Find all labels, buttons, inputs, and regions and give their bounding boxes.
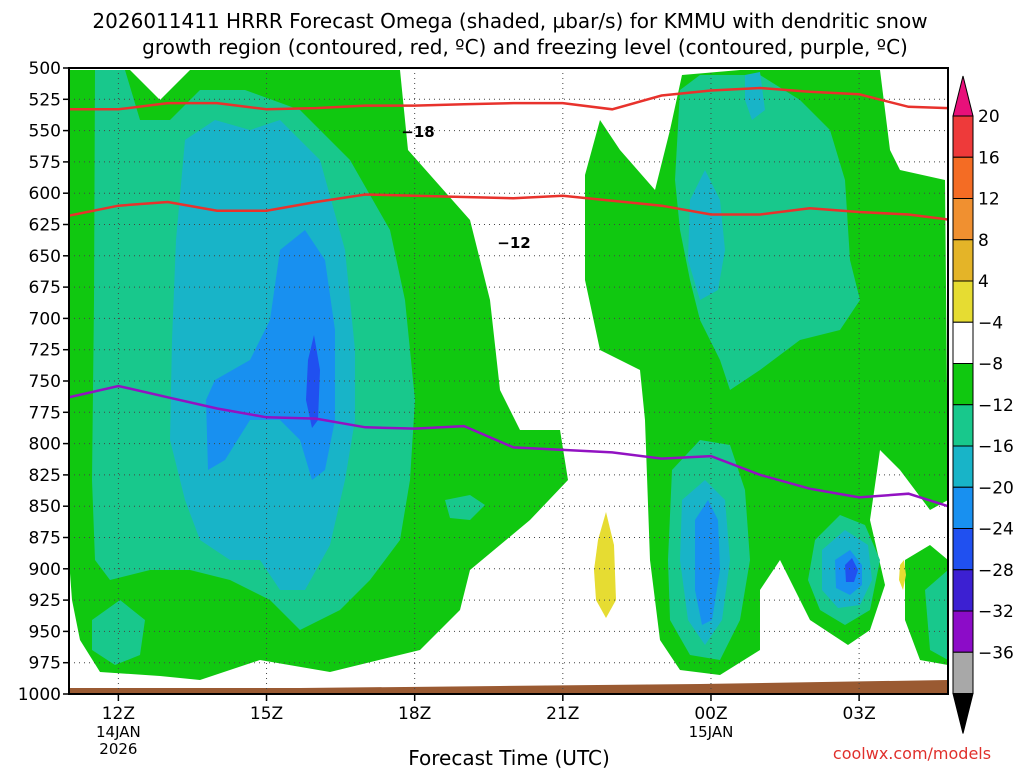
y-tick-label: 550 [29, 122, 61, 142]
y-tick-label: 650 [29, 247, 61, 267]
colorbar-bin [952, 321, 974, 364]
x-tick-label: 00Z [694, 704, 727, 724]
colorbar-bin [952, 239, 974, 282]
colorbar-bin [952, 528, 974, 571]
y-tick-label: 900 [29, 560, 61, 580]
x-axis-label: Forecast Time (UTC) [408, 746, 610, 768]
contour-line-2 [69, 384, 948, 508]
colorbar-bottom-arrow [952, 693, 974, 734]
y-tick-label: 925 [29, 591, 61, 611]
y-tick-label: 600 [29, 184, 61, 204]
omega-region-strong-2 [688, 170, 725, 300]
colorbar-label: 16 [978, 148, 1000, 168]
x-tick-label: 12Z [102, 704, 135, 724]
colorbar-label: −24 [978, 520, 1014, 540]
colorbar-label: −8 [978, 355, 1003, 375]
y-tick-label: 875 [29, 529, 61, 549]
x-tick-label: 18Z [398, 704, 431, 724]
contour-lines [69, 86, 948, 508]
omega-region-extreme-2 [845, 558, 858, 582]
colorbar-bin [952, 363, 974, 406]
x-tick-label: 15Z [250, 704, 283, 724]
y-tick-label: 750 [29, 372, 61, 392]
contour-line-1 [69, 193, 948, 221]
colorbar-label: −32 [978, 602, 1014, 622]
colorbar-bin [952, 198, 974, 241]
y-tick-label: 525 [29, 90, 61, 110]
y-axis: 500 525 550 575 600 625 650 675 700 725 750 775 800 8… [18, 59, 69, 705]
colorbar-label: 12 [978, 190, 1000, 210]
contour-labels: −18 −12 [401, 123, 530, 252]
colorbar-label: −20 [978, 478, 1014, 498]
colorbar-bin [952, 156, 974, 199]
contour-label-minus12: −12 [497, 234, 530, 252]
colorbar-label: −12 [978, 396, 1014, 416]
colorbar-bin [952, 610, 974, 653]
omega-region-vstrong-2 [695, 500, 720, 625]
colorbar-bin [952, 280, 974, 323]
colorbar-bin [952, 651, 974, 694]
omega-region-weak-3 [735, 380, 770, 450]
x-tick-date-label: 15JAN [689, 723, 734, 741]
colorbar-bin [952, 486, 974, 529]
credit-text: coolwx.com/models [833, 744, 991, 763]
omega-region-positive-2 [899, 560, 906, 590]
x-tick-label: 03Z [842, 704, 875, 724]
colorbar-label: −36 [978, 643, 1014, 663]
y-tick-label: 800 [29, 435, 61, 455]
ground-surface [69, 680, 948, 694]
y-tick-label: 1000 [18, 685, 61, 705]
contour-label-minus18: −18 [401, 123, 434, 141]
y-tick-label: 825 [29, 466, 61, 486]
y-tick-label: 725 [29, 341, 61, 361]
colorbar-top-arrow [952, 75, 974, 117]
y-tick-label: 575 [29, 153, 61, 173]
y-tick-label: 975 [29, 654, 61, 674]
y-tick-label: 950 [29, 622, 61, 642]
colorbar-label: −28 [978, 561, 1014, 581]
omega-shading [69, 70, 948, 680]
colorbar: 20 16 12 8 4 −4 −8 −12 −16 −20 −24 −28 −32 −36 [952, 75, 1014, 734]
colorbar-bin [952, 404, 974, 447]
x-tick-year-label: 2026 [99, 740, 137, 758]
y-tick-label: 675 [29, 278, 61, 298]
omega-region-extreme-1 [306, 335, 320, 428]
y-tick-label: 500 [29, 59, 61, 79]
omega-region-mod-6 [92, 600, 145, 665]
colorbar-label: 20 [978, 107, 1000, 127]
chart-title-line2: growth region (contoured, red, ºC) and f… [142, 35, 908, 59]
contour-line-0 [69, 86, 948, 111]
colorbar-bin [952, 445, 974, 488]
omega-region-mod-7 [925, 570, 948, 660]
x-tick-date-label: 14JAN [96, 723, 141, 741]
omega-region-mod-5 [445, 495, 485, 520]
omega-region-strong-5 [745, 72, 765, 120]
omega-region-positive-1 [594, 512, 616, 618]
chart-title-line1: 2026011411 HRRR Forecast Omega (shaded, … [92, 9, 927, 33]
x-tick-label: 21Z [546, 704, 579, 724]
colorbar-bin [952, 569, 974, 612]
omega-region-mod-2 [675, 75, 860, 390]
y-tick-label: 625 [29, 216, 61, 236]
y-tick-label: 775 [29, 403, 61, 423]
colorbar-label: 4 [978, 272, 989, 292]
colorbar-label: −4 [978, 313, 1003, 333]
colorbar-label: 8 [978, 231, 989, 251]
y-tick-label: 700 [29, 309, 61, 329]
colorbar-bin [952, 115, 974, 158]
colorbar-label: −16 [978, 437, 1014, 457]
y-tick-label: 850 [29, 497, 61, 517]
